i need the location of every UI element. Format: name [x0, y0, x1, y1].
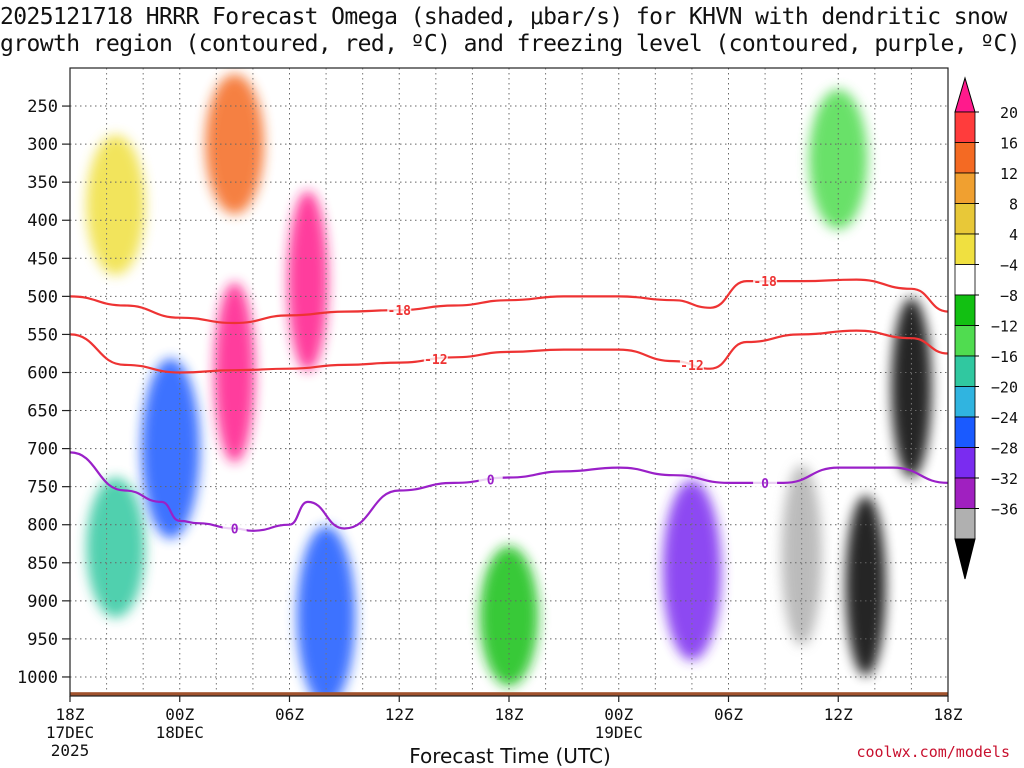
- colorbar-swatch-13: [954, 477, 976, 509]
- colorbar-label-4: 4: [1009, 226, 1018, 244]
- colorbar-label-9: −20: [991, 379, 1018, 397]
- contour-label-bg: [679, 356, 704, 372]
- y-tick-label-850: 850: [27, 554, 58, 574]
- omega-cell-0: [86, 477, 145, 618]
- colorbar-swatch-8: [954, 325, 976, 357]
- colorbar-label-0: 20: [1000, 104, 1018, 122]
- contour-label-bg: [387, 302, 412, 318]
- x-tick-label-3: 12Z: [385, 705, 414, 724]
- contour-label-2-0: 0: [231, 523, 239, 538]
- colorbar-label-3: 8: [1009, 196, 1018, 214]
- y-tick-label-600: 600: [27, 363, 58, 383]
- colorbar-label-1: 16: [1000, 135, 1018, 153]
- colorbar-label-5: −4: [1000, 257, 1018, 275]
- colorbar-label-11: −28: [991, 440, 1018, 458]
- colorbar-swatch-5: [954, 233, 976, 265]
- y-tick-label-900: 900: [27, 592, 58, 612]
- contour-label-bg: [222, 520, 247, 536]
- y-tick-label-250: 250: [27, 97, 58, 117]
- x-axis-title: Forecast Time (UTC): [409, 744, 611, 768]
- omega-cell-5: [287, 191, 328, 372]
- y-tick-label-450: 450: [27, 249, 58, 269]
- contour-label-bg: [753, 474, 778, 490]
- contour-label-bg: [478, 471, 503, 487]
- colorbar-swatch-3: [954, 172, 976, 204]
- footer-credit: coolwx.com/models: [856, 743, 1010, 761]
- y-tick-label-650: 650: [27, 402, 58, 422]
- colorbar-swatch-10: [954, 386, 976, 418]
- x-tick-date-0: 17DEC: [46, 723, 94, 742]
- y-tick-label-400: 400: [27, 211, 58, 231]
- colorbar-swatch-4: [954, 203, 976, 235]
- terrain-band: [70, 692, 948, 696]
- chart-title-line-2: growth region (contoured, red, ºC) and f…: [0, 31, 1021, 57]
- x-tick-label-1: 00Z: [165, 705, 194, 724]
- isotherm-contours: -18 -18 -12 -12 0 0 0: [70, 273, 948, 538]
- x-tick-date-1: 18DEC: [156, 723, 204, 742]
- y-tick-label-750: 750: [27, 478, 58, 498]
- omega-shading: [86, 74, 932, 696]
- colorbar-swatch-2: [954, 142, 976, 174]
- x-tick-label-5: 00Z: [604, 705, 633, 724]
- y-tick-label-700: 700: [27, 440, 58, 460]
- terrain-surface: [70, 692, 948, 696]
- x-tick-label-6: 06Z: [714, 705, 743, 724]
- colorbar-label-12: −32: [991, 470, 1018, 488]
- colorbar-top-arrow: [954, 76, 976, 113]
- contour-label-1-1: -12: [680, 359, 703, 374]
- colorbar-label-6: −8: [1000, 287, 1018, 305]
- colorbar-label-2: 12: [1000, 165, 1018, 183]
- x-tick-date-5: 19DEC: [595, 723, 643, 742]
- colorbar-label-8: −16: [991, 348, 1018, 366]
- x-tick-label-0: 18Z: [56, 705, 85, 724]
- colorbar-swatch-12: [954, 447, 976, 479]
- x-tick-label-4: 18Z: [495, 705, 524, 724]
- contour-label-bg: [423, 351, 448, 367]
- omega-cell-3: [214, 282, 255, 463]
- omega-cell-7: [479, 546, 539, 687]
- colorbar-swatch-6: [954, 264, 976, 296]
- omega-cell-11: [891, 297, 932, 478]
- contour-label-1-0: -12: [424, 353, 447, 368]
- omega-cell-6: [296, 526, 356, 696]
- colorbar-label-7: −12: [991, 318, 1018, 336]
- omega-cell-1: [86, 135, 145, 276]
- contour-label-0-0: -18: [388, 304, 412, 319]
- y-axis: 250 300 350 400 450 500 550 600 650 700 750 800 850 9…: [17, 97, 70, 688]
- colorbar-swatch-11: [954, 416, 976, 448]
- y-tick-label-300: 300: [27, 135, 58, 155]
- colorbar-swatch-9: [954, 355, 976, 387]
- colorbar-swatch-14: [954, 508, 976, 540]
- x-tick-label-7: 12Z: [824, 705, 853, 724]
- colorbar-label-10: −24: [991, 409, 1018, 427]
- omega-cell-8: [662, 480, 722, 661]
- omega-cell-4: [205, 74, 264, 215]
- y-tick-label-500: 500: [27, 287, 58, 307]
- colorbar-swatch-1: [954, 111, 976, 143]
- colorbar-swatch-7: [954, 294, 976, 326]
- x-tick-year-0: 2025: [51, 741, 90, 760]
- omega-cell-9: [781, 465, 822, 646]
- y-tick-label-1000: 1000: [17, 668, 58, 688]
- colorbar-bottom-arrow: [954, 538, 976, 580]
- contour-line-0: [70, 278, 948, 325]
- contour-label-bg: [753, 273, 778, 289]
- contour-label-2-1: 0: [487, 473, 495, 488]
- contour-label-0-1: -18: [753, 275, 777, 290]
- y-tick-label-800: 800: [27, 516, 58, 536]
- y-tick-label-550: 550: [27, 325, 58, 345]
- contour-label-2-2: 0: [761, 477, 769, 492]
- chart-title-line-1: 2025121718 HRRR Forecast Omega (shaded, …: [0, 4, 1007, 30]
- colorbar-label-13: −36: [991, 501, 1018, 519]
- x-tick-label-8: 18Z: [934, 705, 963, 724]
- omega-cell-10: [845, 495, 886, 676]
- x-tick-label-2: 06Z: [275, 705, 304, 724]
- y-tick-label-350: 350: [27, 173, 58, 193]
- chart-title: 2025121718 HRRR Forecast Omega (shaded, …: [0, 4, 1021, 58]
- colorbar: 20 16 12 8 4 −4 −8 −12 −16 −20 −24 −28 −32 −36: [954, 76, 1018, 580]
- y-tick-label-950: 950: [27, 630, 58, 650]
- contour-line-1: [70, 329, 948, 374]
